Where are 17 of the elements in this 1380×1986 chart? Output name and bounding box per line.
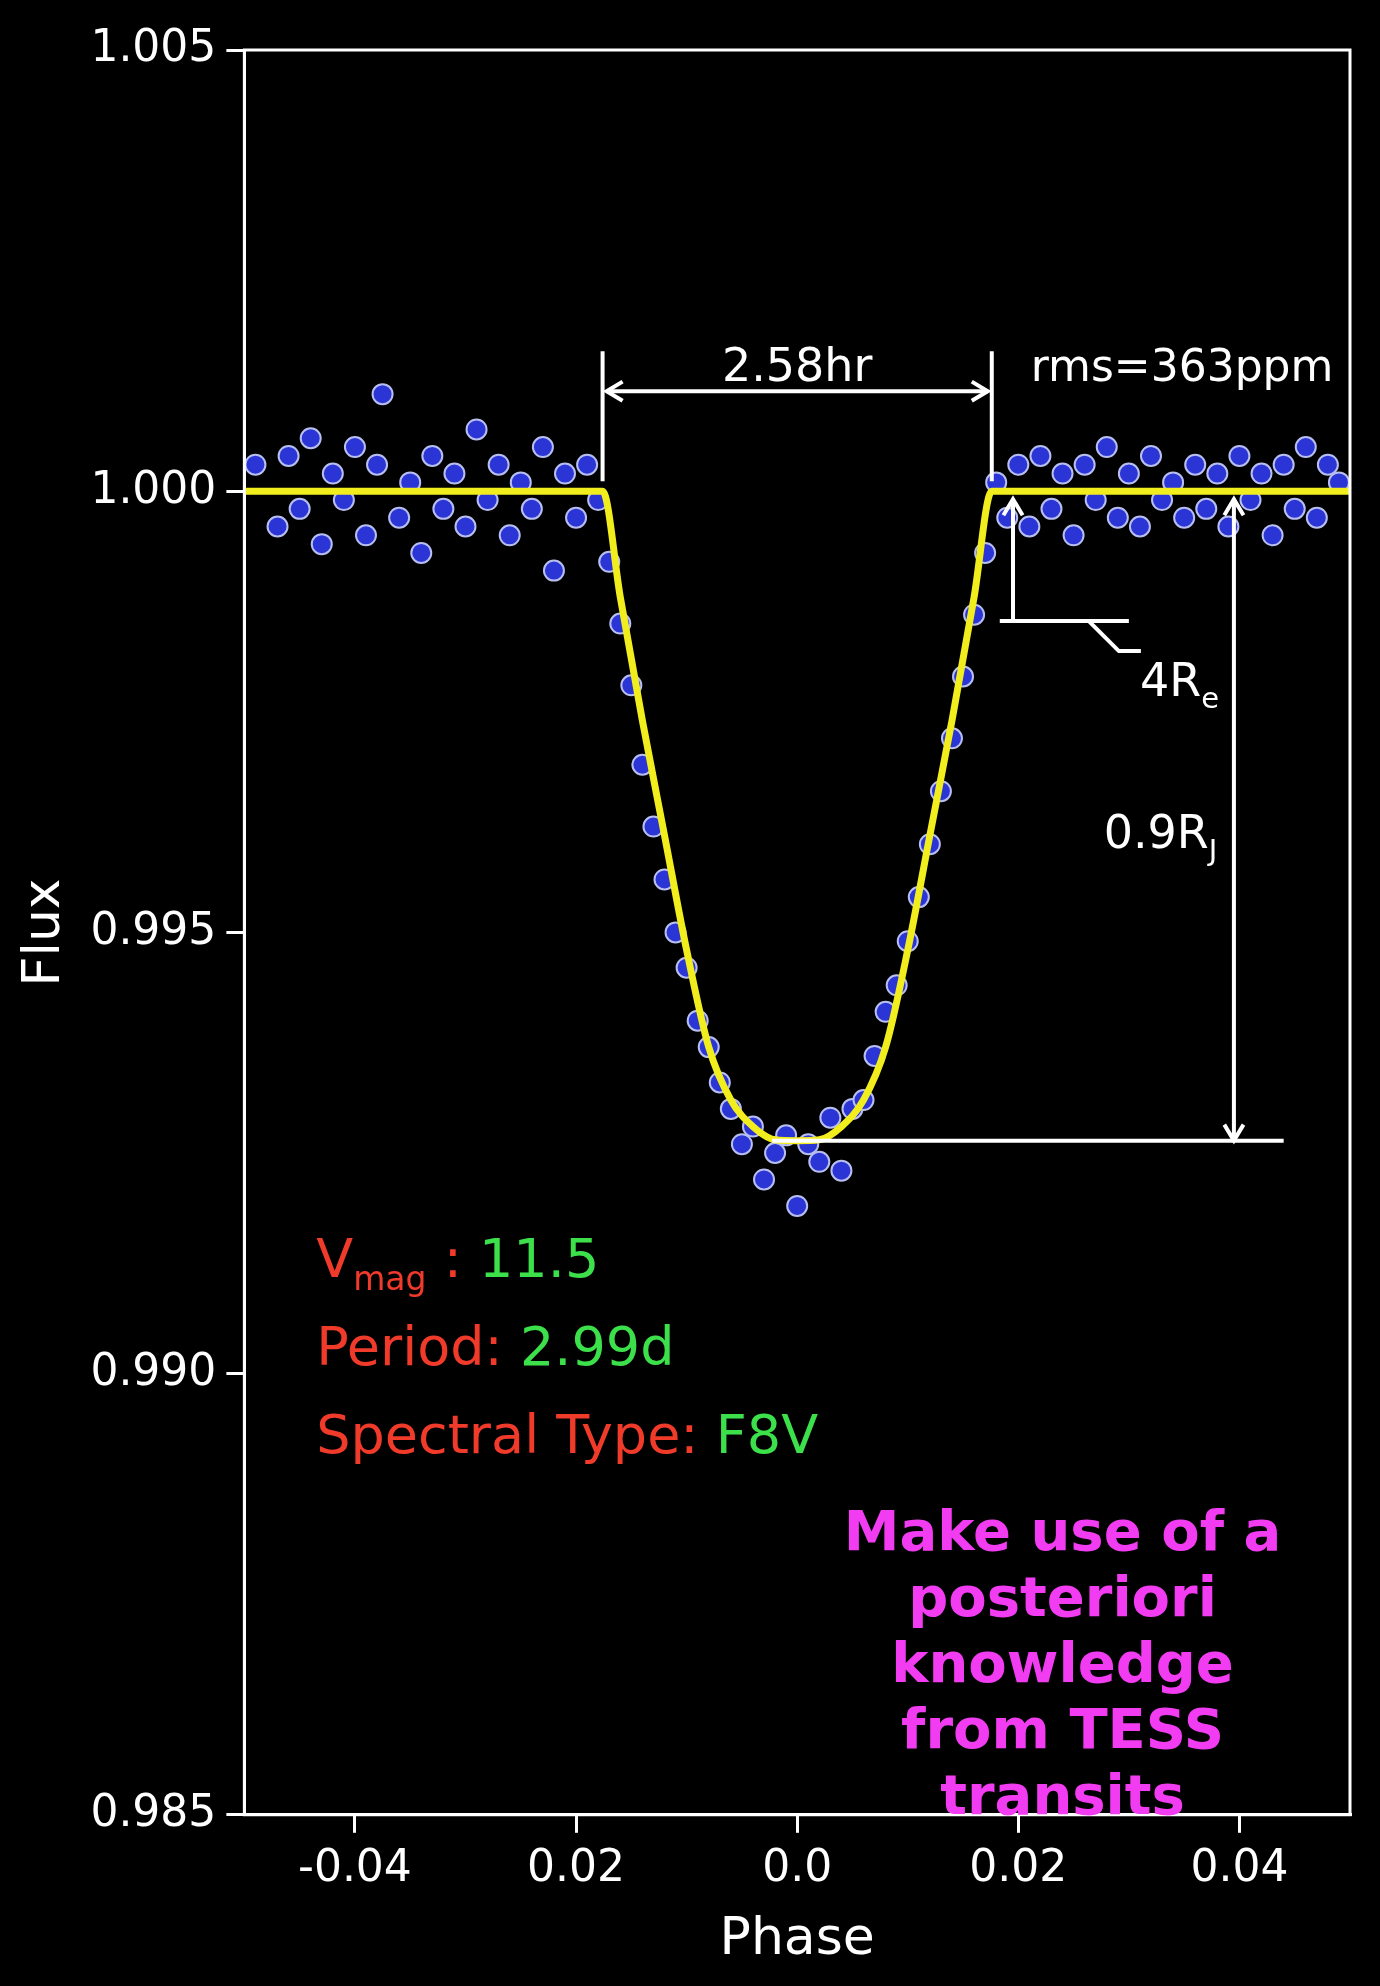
y-tick-label: 0.985 [90, 1785, 217, 1837]
y-axis-title: Flux [10, 878, 71, 987]
annotation: Period: 2.99d [316, 1314, 675, 1378]
annotation: 2.58hr [721, 338, 873, 393]
annotation: rms=363ppm [1030, 340, 1334, 392]
y-tick-label: 0.995 [90, 902, 217, 954]
y-tick-label: 1.005 [90, 20, 217, 72]
x-tick-label: -0.04 [298, 1839, 412, 1891]
x-tick-label: 0.04 [1190, 1839, 1289, 1891]
x-tick-label: 0.02 [527, 1839, 626, 1891]
y-tick-label: 1.000 [90, 461, 217, 513]
y-tick-label: 0.990 [90, 1344, 217, 1396]
annotation: Make use of a posteriori knowledge from TESS transits [843, 1498, 1282, 1828]
annotation: Spectral Type: F8V [316, 1402, 819, 1466]
x-tick-label: 0.02 [969, 1839, 1068, 1891]
x-tick-label: 0.0 [762, 1839, 833, 1891]
x-axis-title: Phase [719, 1906, 875, 1967]
